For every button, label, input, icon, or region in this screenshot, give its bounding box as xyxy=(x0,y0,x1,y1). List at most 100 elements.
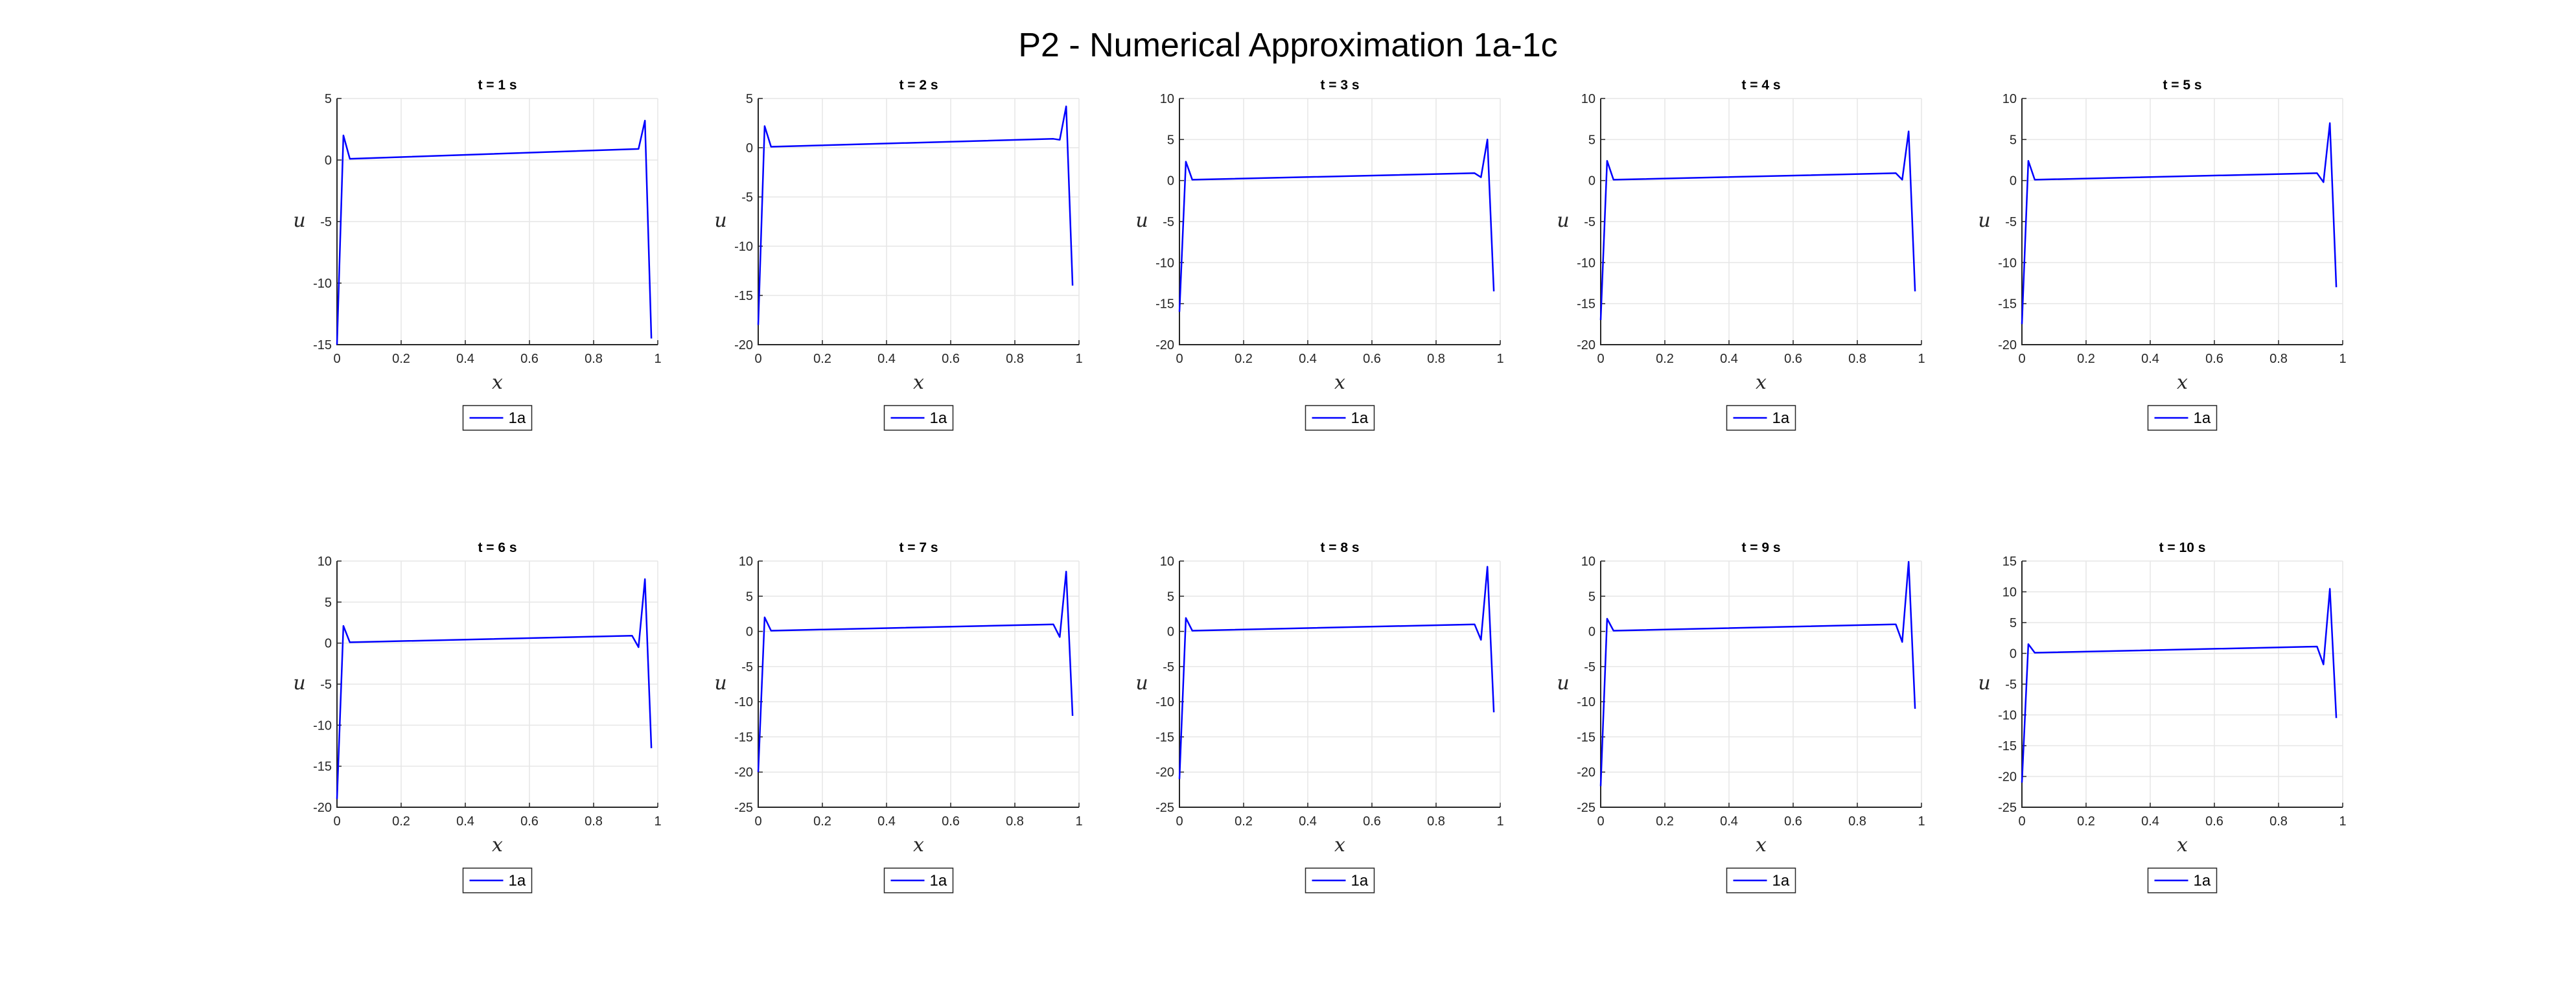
y-tick-label: 10 xyxy=(1581,92,1595,106)
legend: 1a xyxy=(1305,405,1375,431)
y-tick-label: -20 xyxy=(1155,338,1174,352)
subplot-title: t = 7 s xyxy=(899,540,938,555)
y-tick-label: 10 xyxy=(1160,92,1174,106)
subplot-4: 0 0.2 0.4 0.6 0.8 1 10 5 0 -5 -10 -15 -20 t = 4 s x u 1a xyxy=(1557,78,1925,431)
y-tick-label: -5 xyxy=(320,215,332,229)
series-line-1a xyxy=(1178,139,1495,312)
x-tick-label: 0 xyxy=(1597,814,1604,829)
axes-frame xyxy=(758,561,1079,808)
legend: 1a xyxy=(1726,867,1796,893)
y-tick-label: 5 xyxy=(1167,133,1174,147)
y-tick-label: -10 xyxy=(1998,256,2017,270)
x-tick-label: 0.6 xyxy=(1784,352,1802,366)
subplot-5: 0 0.2 0.4 0.6 0.8 1 10 5 0 -5 -10 -15 -20 t = 5 s x u 1a xyxy=(1978,78,2347,431)
plot-area xyxy=(1179,561,1500,807)
y-tick-label: -5 xyxy=(741,190,753,205)
y-tick-label: -15 xyxy=(1155,730,1174,744)
y-tick-label: -5 xyxy=(1584,215,1595,229)
subplot-title: t = 6 s xyxy=(478,540,516,555)
y-tick-label: -5 xyxy=(741,660,753,674)
x-tick-label: 1 xyxy=(1075,814,1082,829)
x-tick-label: 0.8 xyxy=(2269,814,2288,829)
y-tick-label: -25 xyxy=(734,801,753,815)
x-tick-label: 0.4 xyxy=(2141,814,2159,829)
x-tick-label: 0 xyxy=(754,814,761,829)
x-tick-label: 1 xyxy=(1496,352,1503,366)
x-axis-label: x xyxy=(913,371,924,394)
x-tick-label: 1 xyxy=(1918,352,1925,366)
x-tick-label: 0.8 xyxy=(1427,352,1445,366)
y-tick-label: -20 xyxy=(734,766,753,780)
y-tick-label: -5 xyxy=(1163,660,1174,674)
y-tick-label: 5 xyxy=(746,92,753,106)
x-tick-label: 0 xyxy=(1597,352,1604,366)
subplot-title: t = 4 s xyxy=(1741,78,1780,93)
y-tick-label: -5 xyxy=(320,678,332,692)
legend: 1a xyxy=(1726,405,1796,431)
y-tick-label: -15 xyxy=(1577,730,1595,744)
y-tick-label: 5 xyxy=(1588,590,1595,604)
x-tick-label: 0 xyxy=(1176,352,1183,366)
y-tick-label: 10 xyxy=(2002,92,2017,106)
y-tick-label: 0 xyxy=(325,637,332,651)
x-axis-label: x xyxy=(2177,371,2188,394)
series-line-1a xyxy=(336,578,653,799)
x-tick-label: 0.2 xyxy=(1656,814,1674,829)
y-tick-label: -20 xyxy=(1998,770,2017,785)
y-tick-label: 5 xyxy=(325,92,332,106)
x-tick-label: 0 xyxy=(333,814,340,829)
series-line-1a xyxy=(1599,560,1916,787)
x-tick-label: 0.2 xyxy=(2077,352,2095,366)
x-axis-label: x xyxy=(1334,834,1345,856)
legend: 1a xyxy=(2147,405,2218,431)
x-tick-label: 1 xyxy=(1918,814,1925,829)
y-tick-label: 10 xyxy=(1160,555,1174,569)
x-axis-label: x xyxy=(1756,371,1767,394)
legend-entry: 1a xyxy=(1772,872,1790,890)
legend-entry: 1a xyxy=(1351,409,1369,427)
x-tick-label: 0.4 xyxy=(877,814,896,829)
plot-area xyxy=(1601,561,1921,807)
y-tick-label: 15 xyxy=(2002,555,2017,569)
y-tick-label: 0 xyxy=(1588,625,1595,639)
subplot-2: 0 0.2 0.4 0.6 0.8 1 5 0 -5 -10 -15 -20 t = 2 s x u 1a xyxy=(714,78,1083,431)
series-line-1a xyxy=(336,119,653,345)
x-tick-label: 0.6 xyxy=(520,352,539,366)
subplot-3: 0 0.2 0.4 0.6 0.8 1 10 5 0 -5 -10 -15 -20 t = 3 s x u 1a xyxy=(1135,78,1504,431)
x-tick-label: 1 xyxy=(1496,814,1503,829)
x-tick-label: 0.8 xyxy=(1006,814,1024,829)
legend-entry: 1a xyxy=(930,409,947,427)
y-tick-label: -10 xyxy=(313,277,332,291)
x-tick-label: 0.4 xyxy=(1299,814,1317,829)
y-tick-label: 10 xyxy=(739,555,753,569)
legend: 1a xyxy=(2147,867,2218,893)
x-axis-label: x xyxy=(492,834,503,856)
y-tick-label: -15 xyxy=(313,760,332,774)
x-tick-label: 0 xyxy=(2018,814,2025,829)
subplot-title: t = 9 s xyxy=(1741,540,1780,555)
y-tick-label: -10 xyxy=(1155,695,1174,709)
figure-title: P2 - Numerical Approximation 1a-1c xyxy=(1018,27,1558,64)
y-tick-label: -20 xyxy=(1998,338,2017,352)
y-tick-label: -5 xyxy=(2005,215,2017,229)
y-tick-label: -10 xyxy=(1998,709,2017,723)
y-tick-label: -15 xyxy=(734,289,753,303)
x-tick-label: 1 xyxy=(2339,814,2346,829)
subplot-title: t = 1 s xyxy=(478,78,516,93)
axes-frame xyxy=(1600,98,1921,345)
subplot-6: 0 0.2 0.4 0.6 0.8 1 10 5 0 -5 -10 -15 -20 t = 6 s x u 1a xyxy=(293,540,662,893)
subplot-title: t = 8 s xyxy=(1320,540,1359,555)
legend-entry: 1a xyxy=(509,409,526,427)
x-tick-label: 0.4 xyxy=(877,352,896,366)
x-tick-label: 0.2 xyxy=(2077,814,2095,829)
x-axis-label: x xyxy=(492,371,503,394)
x-tick-label: 0.2 xyxy=(392,814,410,829)
x-tick-label: 0.8 xyxy=(585,352,603,366)
subplot-title: t = 10 s xyxy=(2159,540,2206,555)
x-tick-label: 0.4 xyxy=(456,352,474,366)
y-tick-label: -5 xyxy=(1163,215,1174,229)
y-tick-label: 5 xyxy=(746,590,753,604)
y-tick-label: 10 xyxy=(1581,555,1595,569)
x-tick-label: 1 xyxy=(2339,352,2346,366)
y-axis-label: u xyxy=(1978,209,1990,232)
